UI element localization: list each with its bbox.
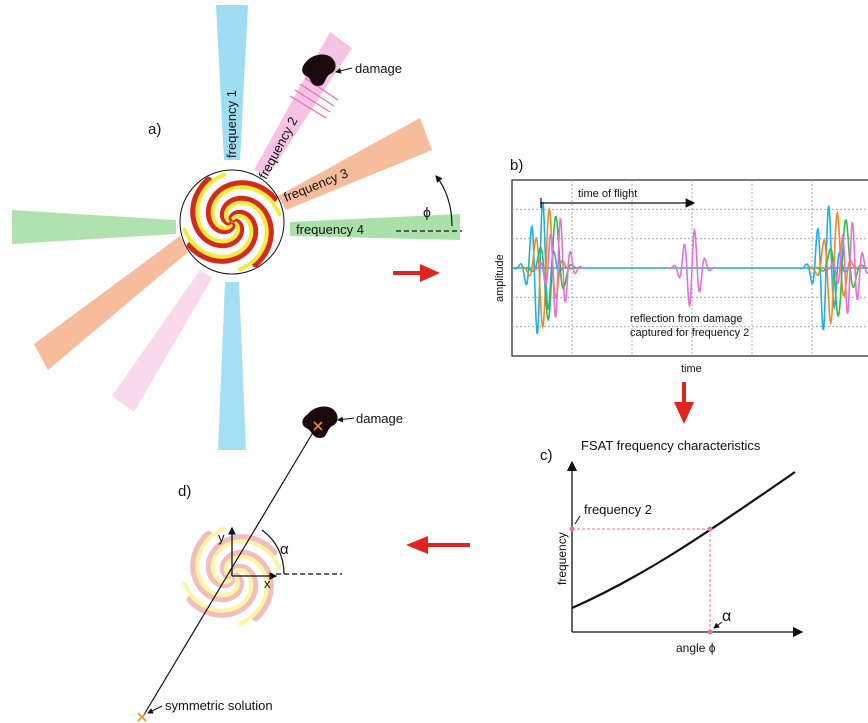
panel-c-label: c): [540, 447, 553, 464]
beam-frequency-1-down: [218, 282, 246, 450]
frequency-2-marker: [569, 526, 575, 532]
damage-reflection-packet: [668, 227, 716, 309]
reflection-annotation-line2: captured for frequency 2: [630, 327, 749, 339]
arrow-a-to-b: [393, 264, 440, 282]
signal-traces: [512, 201, 868, 335]
panel-c-title: FSAT frequency characteristics: [581, 438, 761, 453]
panel-a: a): [12, 5, 462, 450]
angle-arc-alpha: [261, 529, 285, 575]
beam-frequency-4-right: [290, 214, 460, 240]
arrow-c-to-d: [406, 536, 470, 554]
x-axis-label: x: [264, 576, 271, 591]
spiral-arm: [182, 567, 254, 613]
amplitude-axis-label: amplitude: [494, 254, 506, 302]
spiral-arm: [205, 534, 278, 589]
spiral-arm: [186, 209, 259, 264]
panel-d: d) y x α damage symmetric solution: [137, 406, 403, 722]
edge-reflection-packet: [823, 220, 868, 314]
frequency-2-label: frequency 2: [584, 502, 652, 517]
damage-shape-d: [302, 406, 338, 438]
frequency-axis-label: frequency: [555, 532, 569, 585]
beam-frequency-1-up: [216, 5, 248, 160]
panel-b-label: b): [510, 157, 523, 174]
spiral-arm: [190, 530, 245, 603]
symmetric-cross-marker: [137, 712, 147, 722]
panel-b: b) time of flight amplitude time reflect…: [494, 157, 868, 375]
symmetric-solution-label: symmetric solution: [165, 698, 273, 713]
damage-label-a: damage: [355, 61, 402, 76]
beam-label-frequency-4: frequency 4: [296, 222, 364, 237]
spiral-arm: [219, 195, 274, 268]
beam-label-frequency-2: frequency 2: [255, 114, 300, 181]
spiral-arm: [210, 185, 282, 231]
beam-frequency-4-left: [12, 210, 176, 244]
angle-arc-phi: [435, 175, 453, 227]
angle-axis-label: angle ϕ: [676, 641, 716, 655]
alpha-marker: [707, 629, 713, 635]
arrow-b-to-c: [674, 382, 694, 424]
panel-a-label: a): [148, 121, 161, 138]
spiral-arm: [195, 526, 241, 598]
spiral-arm: [223, 200, 269, 272]
fsat-characteristic-curve: [571, 471, 796, 610]
panel-c: FSAT frequency characteristics c) freque…: [540, 438, 804, 655]
spiral-arm: [195, 172, 241, 244]
spiral-arm: [205, 180, 278, 235]
y-axis-label: y: [218, 530, 225, 545]
damage-shape: [302, 54, 336, 86]
time-axis-label: time: [681, 363, 702, 375]
spiral-arm: [190, 176, 245, 249]
damage-label-d: damage: [356, 411, 403, 426]
spiral-arm: [219, 549, 274, 622]
angle-phi-label: ϕ: [423, 204, 431, 220]
edge-reflection-packet: [815, 219, 868, 319]
beam-frequency-3-up: [278, 118, 432, 210]
intersection-marker: [707, 526, 713, 532]
spiral-arm: [182, 213, 254, 259]
localization-line: [141, 423, 319, 719]
beam-frequency-3-down: [34, 236, 188, 370]
fsat-spiral-transducer: [179, 169, 285, 275]
beam-label-frequency-1: frequency 1: [224, 90, 239, 158]
alpha-label-d: α: [280, 541, 289, 558]
alpha-label-c: α: [722, 608, 731, 625]
spiral-arm: [223, 554, 269, 626]
beam-frequency-2-down: [112, 270, 212, 412]
reflection-annotation-line1: reflection from damage: [630, 313, 743, 325]
panel-d-label: d): [178, 483, 191, 500]
spiral-arm: [210, 539, 282, 585]
spiral-arm: [186, 563, 259, 618]
damage-cross-marker: [313, 421, 323, 431]
time-of-flight-label: time of flight: [578, 188, 637, 200]
wave-fronts: [289, 77, 339, 119]
excitation-packet: [531, 216, 584, 318]
